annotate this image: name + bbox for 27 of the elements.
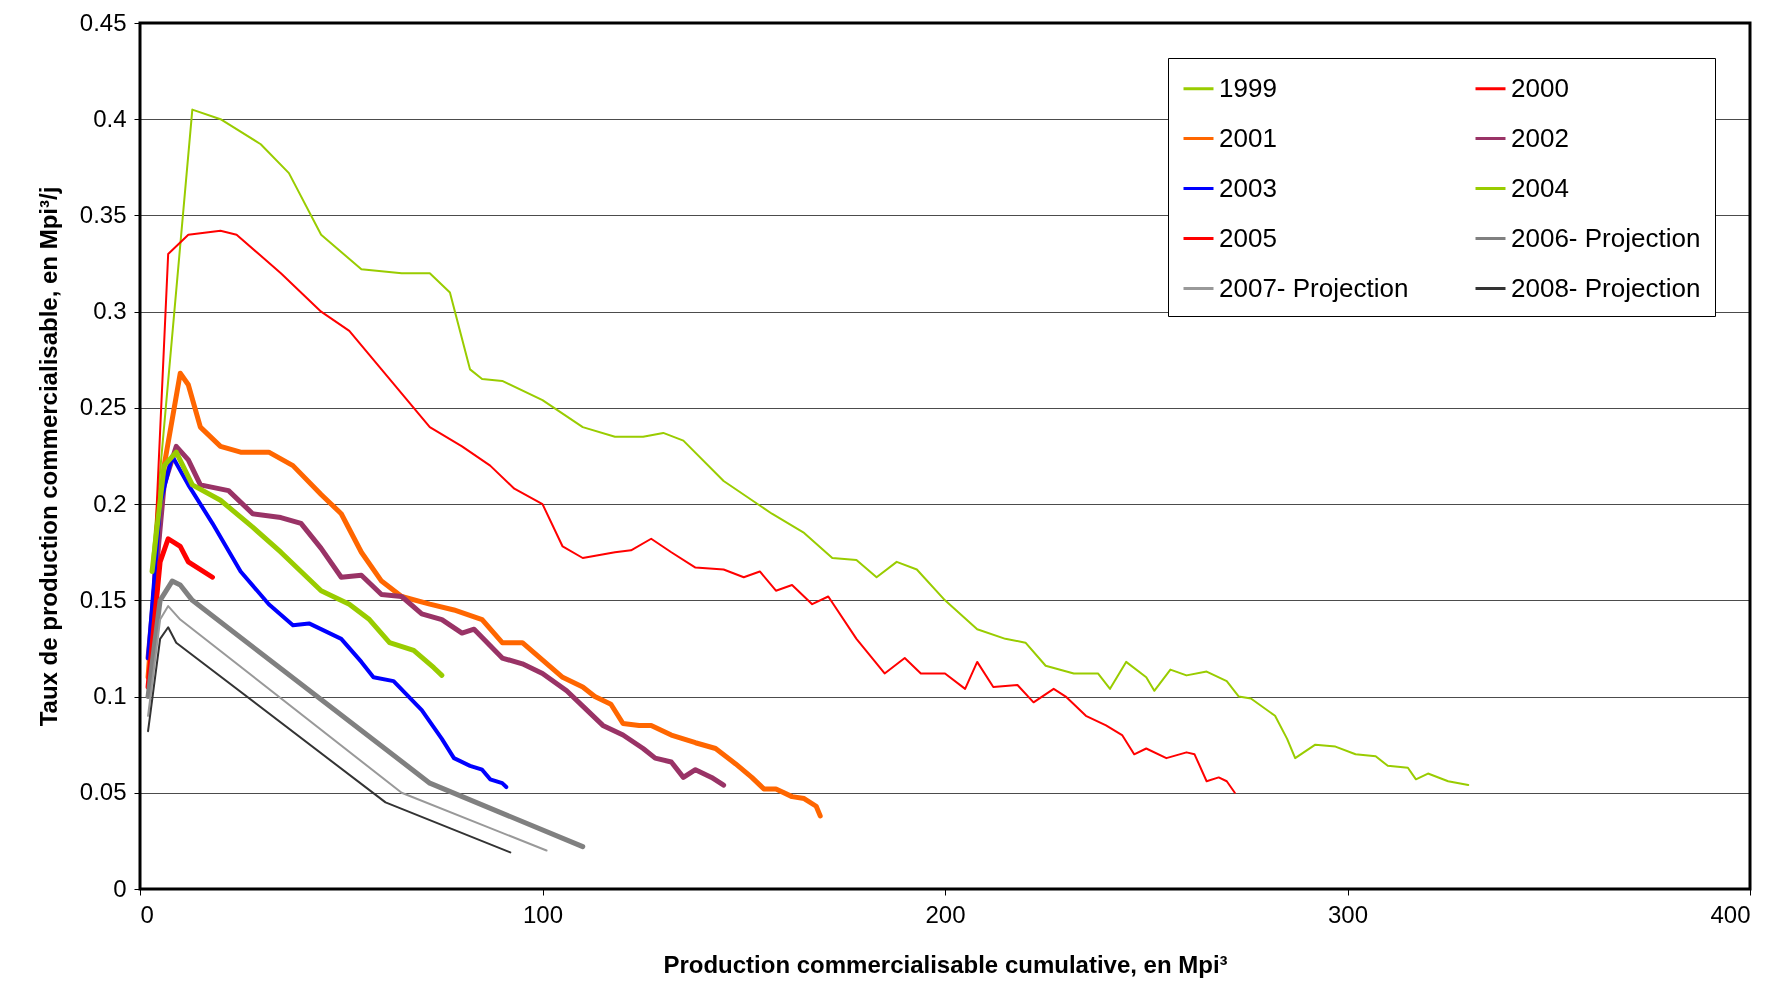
x-axis-title: Production commercialisable cumulative, en Mpi³ xyxy=(663,950,1228,978)
y-tick-label: 0.05 xyxy=(79,778,127,806)
x-tick-label: 300 xyxy=(1327,900,1369,928)
legend-label: 2008- Projection xyxy=(1511,272,1701,303)
y-tick-label: 0.1 xyxy=(93,682,127,710)
legend-label: 2001 xyxy=(1219,122,1277,153)
y-tick-label: 0.25 xyxy=(79,393,127,421)
x-tick-label: 200 xyxy=(925,900,966,928)
y-tick-label: 0 xyxy=(113,874,127,902)
y-tick-label: 0.3 xyxy=(93,297,127,325)
legend-label: 2000 xyxy=(1511,72,1569,103)
legend-label: 2007- Projection xyxy=(1219,272,1409,303)
legend-label: 2005 xyxy=(1219,222,1277,253)
y-tick-label: 0.4 xyxy=(93,104,127,132)
y-tick-label: 0.15 xyxy=(79,585,127,613)
legend-label: 2004 xyxy=(1511,172,1569,203)
y-axis-title: Taux de production commercialisable, en Mpi³/j xyxy=(34,186,62,727)
y-tick-label: 0.2 xyxy=(93,489,127,517)
y-tick-label: 0.35 xyxy=(79,200,127,228)
x-tick-label: 0 xyxy=(140,900,154,928)
y-tick-label: 0.45 xyxy=(79,8,127,36)
x-tick-label: 100 xyxy=(522,900,564,928)
legend-label: 2002 xyxy=(1511,122,1569,153)
legend-label: 2006- Projection xyxy=(1511,222,1701,253)
legend-label: 1999 xyxy=(1219,72,1277,103)
legend-label: 2003 xyxy=(1219,172,1277,203)
x-tick-label: 400 xyxy=(1710,900,1751,928)
